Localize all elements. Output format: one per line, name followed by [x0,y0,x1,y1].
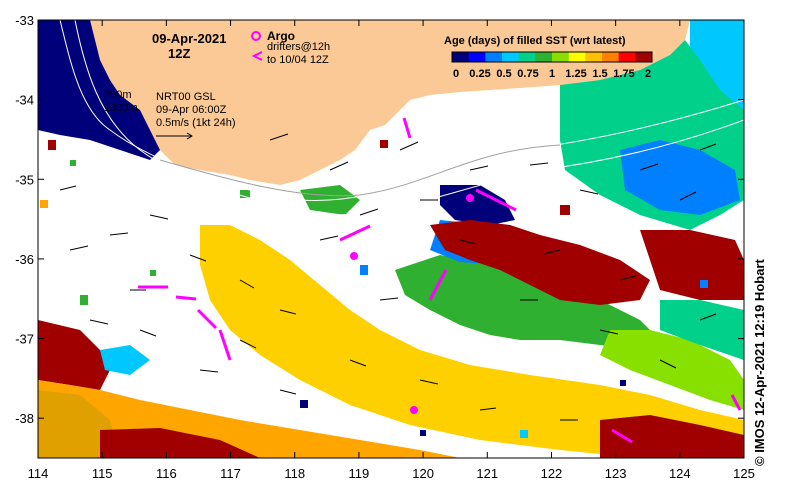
colorbar-tick-label: 0.5 [496,68,511,80]
maroon-patch-west [38,320,110,390]
drifter-track [611,428,633,444]
lightblue-patch-east [620,140,740,215]
speckles [40,140,708,438]
argo-legend-icon [251,31,261,41]
isobath-grey-line [159,144,561,197]
drifter-track [402,117,412,139]
x-tick-label: 119 [349,466,370,481]
colorbar-swatch [535,52,553,62]
colorbar-tick-label: 0 [453,68,459,80]
x-tick-label: 122 [541,466,563,481]
isobath-200-line [59,19,745,201]
credit-text: © IMOS 12-Apr-2021 12:19 Hobart [752,259,767,466]
colorbar-swatch [518,52,536,62]
x-axis: 114 115 116 117 118 119 120 121 122 123 124 125 [28,20,755,481]
credit-container: © IMOS 12-Apr-2021 12:19 Hobart [752,259,782,467]
colorbar-swatch [552,52,570,62]
x-tick-label: 121 [476,466,498,481]
drifter-track [175,295,197,301]
teal-patch-sw [100,345,150,375]
plot-frame [37,19,745,459]
argo-marker [350,252,358,260]
maroon-patch-se [600,415,744,458]
colorbar-frame [451,51,653,63]
colorbar-swatch [468,52,486,62]
drifter-track [428,269,448,301]
isobaths [59,19,745,216]
current-source-label: NRT00 GSL [156,91,216,103]
colorbar-swatch [485,52,503,62]
colorbar-swatch [568,52,586,62]
drifter-legend-icon [251,51,263,61]
maroon-patch-east [640,230,744,300]
colorbar-title: Age (days) of filled SST (wrt latest) [444,35,626,47]
date-title: 09-Apr-2021 [152,31,226,46]
argo-legend-label: Argo [267,29,295,43]
x-tick-label: 125 [733,466,755,481]
drifter-track [730,394,742,411]
orange-patch-sw [38,390,120,458]
current-scale-arrow [156,132,193,140]
colorbar-tick-label: 1.25 [565,68,586,80]
cyan-patch-ne [690,20,744,110]
colorbar-tick-label: 0.25 [469,68,490,80]
isobath-200-label: 200m [104,89,132,101]
drifter-track [218,329,232,361]
y-tick-label: -34 [15,93,34,108]
y-tick-label: -33 [15,13,34,28]
x-tick-label: 120 [412,466,434,481]
colorbar-tick-label: 1.75 [613,68,634,80]
argo-marker [466,194,474,202]
drifter-tracks [138,117,742,444]
time-title: 12Z [168,46,190,61]
maroon-patch-center [430,220,650,305]
y-tick-label: -35 [15,172,34,187]
y-tick-label: -36 [15,252,34,267]
maroon-patch-south [100,428,260,458]
colorbar-ticks: 0 0.25 0.5 0.75 1 1.25 1.5 1.75 2 [453,68,651,80]
y-tick-label: -38 [15,411,34,426]
current-scale-label: 0.5m/s (1kt 24h) [156,117,235,129]
current-time-label: 09-Apr 06:00Z [156,104,227,116]
x-tick-label: 117 [220,466,241,481]
colorbar-swatch [602,52,620,62]
drifters-to-label: to 10/04 12Z [267,54,329,66]
drifter-track [196,308,218,330]
colorbar-swatch [452,52,470,62]
colorbar-swatch [618,52,636,62]
colorbar-swatch [635,52,653,62]
colorbar [451,51,653,63]
x-tick-label: 124 [669,466,691,481]
green-patch-east [660,300,744,360]
navy-patch-center [440,185,515,225]
current-vectors [59,133,717,421]
isobath-1000-label: 1000m [104,102,138,114]
x-tick-label: 114 [28,466,49,481]
colorbar-swatch [585,52,603,62]
x-tick-label: 118 [284,466,305,481]
drifter-track [339,224,371,242]
x-tick-label: 123 [605,466,627,481]
drifters-legend-label: drifters@12h [267,41,330,53]
y-tick-label: -37 [15,332,34,347]
drifter-track [475,188,517,212]
field-layer [38,20,744,458]
x-tick-label: 115 [92,466,113,481]
argo-marker [410,406,418,414]
green-patch-center [395,255,660,350]
colorbar-tick-label: 2 [645,68,651,80]
yellow-band [200,225,744,458]
argo-markers [350,194,474,414]
lime-patch-east [600,330,744,410]
colorbar-tick-label: 0.75 [517,68,538,80]
colorbar-tick-label: 1.5 [592,68,607,80]
y-axis: -33 -34 -35 -36 -37 -38 [15,13,744,426]
colorbar-swatch [502,52,520,62]
x-tick-label: 116 [156,466,177,481]
isobath-1000-line [74,19,745,216]
colorbar-tick-label: 1 [549,68,555,80]
